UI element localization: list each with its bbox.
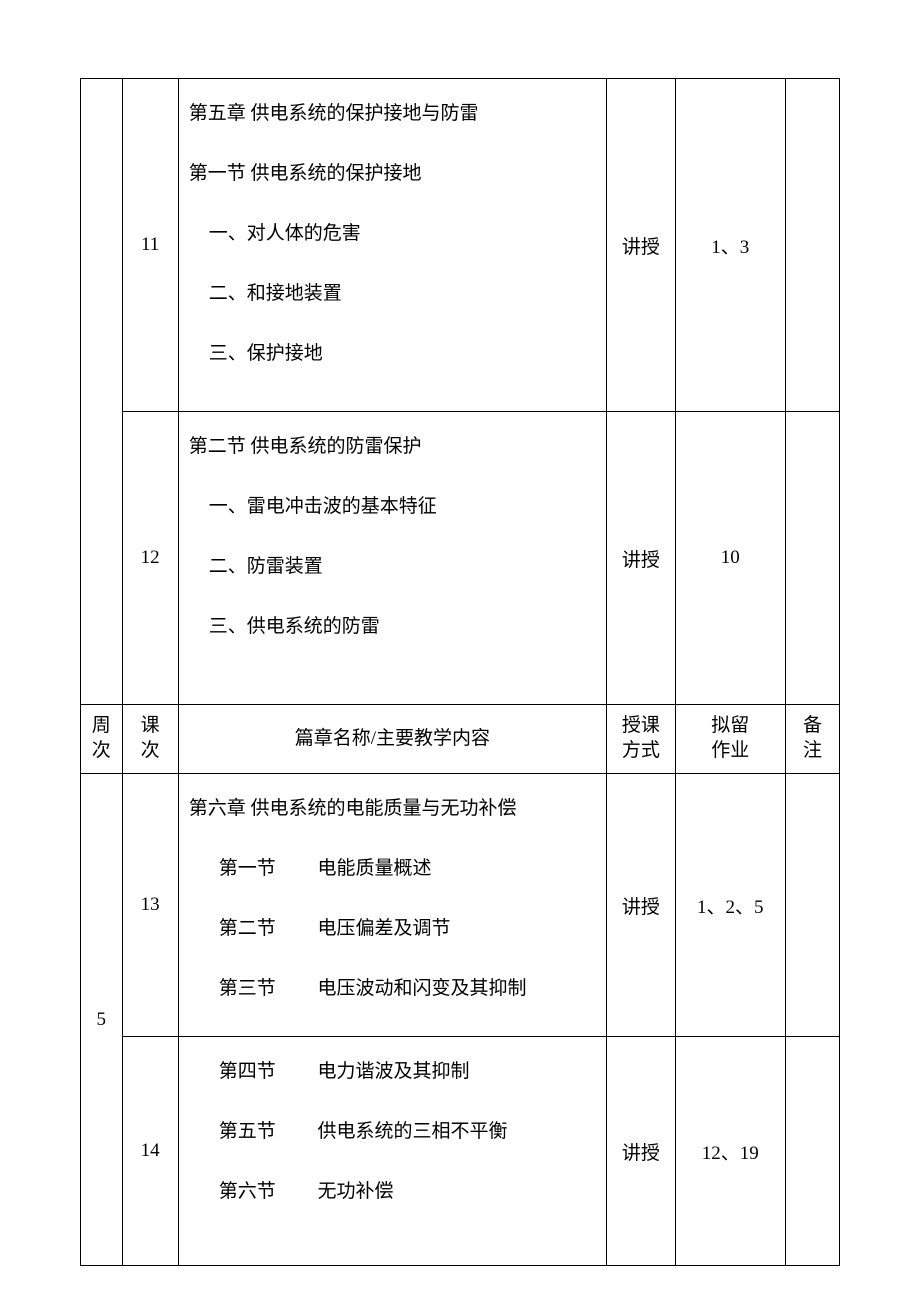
content-cell: 第二节 供电系统的防雷保护一、雷电冲击波的基本特征二、防雷装置三、供电系统的防雷 bbox=[178, 412, 606, 705]
hw-cell: 12、19 bbox=[675, 1037, 785, 1266]
col-hw-header: 拟留作业 bbox=[675, 705, 785, 774]
teaching-schedule-table: 11 第五章 供电系统的保护接地与防雷第一节 供电系统的保护接地一、对人体的危害… bbox=[80, 78, 840, 1266]
method-cell: 讲授 bbox=[607, 79, 676, 412]
table-row: 14 第四节电力谐波及其抑制第五节供电系统的三相不平衡第六节无功补偿 讲授 12… bbox=[81, 1037, 840, 1266]
note-cell bbox=[785, 1037, 839, 1266]
col-content-header: 篇章名称/主要教学内容 bbox=[178, 705, 606, 774]
col-week-header: 周次 bbox=[81, 705, 123, 774]
table-row: 11 第五章 供电系统的保护接地与防雷第一节 供电系统的保护接地一、对人体的危害… bbox=[81, 79, 840, 412]
col-note-header: 备注 bbox=[785, 705, 839, 774]
note-cell bbox=[785, 79, 839, 412]
schedule-table: 11 第五章 供电系统的保护接地与防雷第一节 供电系统的保护接地一、对人体的危害… bbox=[80, 78, 840, 1266]
hw-cell: 1、2、5 bbox=[675, 774, 785, 1037]
week-cell bbox=[81, 79, 123, 705]
table-row: 12 第二节 供电系统的防雷保护一、雷电冲击波的基本特征二、防雷装置三、供电系统… bbox=[81, 412, 840, 705]
week-cell: 5 bbox=[81, 774, 123, 1266]
method-cell: 讲授 bbox=[607, 774, 676, 1037]
col-lesson-header: 课次 bbox=[122, 705, 178, 774]
hw-cell: 1、3 bbox=[675, 79, 785, 412]
method-cell: 讲授 bbox=[607, 1037, 676, 1266]
note-cell bbox=[785, 774, 839, 1037]
lesson-cell: 13 bbox=[122, 774, 178, 1037]
content-cell: 第五章 供电系统的保护接地与防雷第一节 供电系统的保护接地一、对人体的危害二、和… bbox=[178, 79, 606, 412]
note-cell bbox=[785, 412, 839, 705]
lesson-cell: 12 bbox=[122, 412, 178, 705]
table-header-row: 周次 课次 篇章名称/主要教学内容 授课方式 拟留作业 备注 bbox=[81, 705, 840, 774]
col-method-header: 授课方式 bbox=[607, 705, 676, 774]
method-cell: 讲授 bbox=[607, 412, 676, 705]
table-row: 5 13 第六章 供电系统的电能质量与无功补偿第一节电能质量概述第二节电压偏差及… bbox=[81, 774, 840, 1037]
lesson-cell: 11 bbox=[122, 79, 178, 412]
lesson-cell: 14 bbox=[122, 1037, 178, 1266]
hw-cell: 10 bbox=[675, 412, 785, 705]
content-cell: 第六章 供电系统的电能质量与无功补偿第一节电能质量概述第二节电压偏差及调节第三节… bbox=[178, 774, 606, 1037]
content-cell: 第四节电力谐波及其抑制第五节供电系统的三相不平衡第六节无功补偿 bbox=[178, 1037, 606, 1266]
